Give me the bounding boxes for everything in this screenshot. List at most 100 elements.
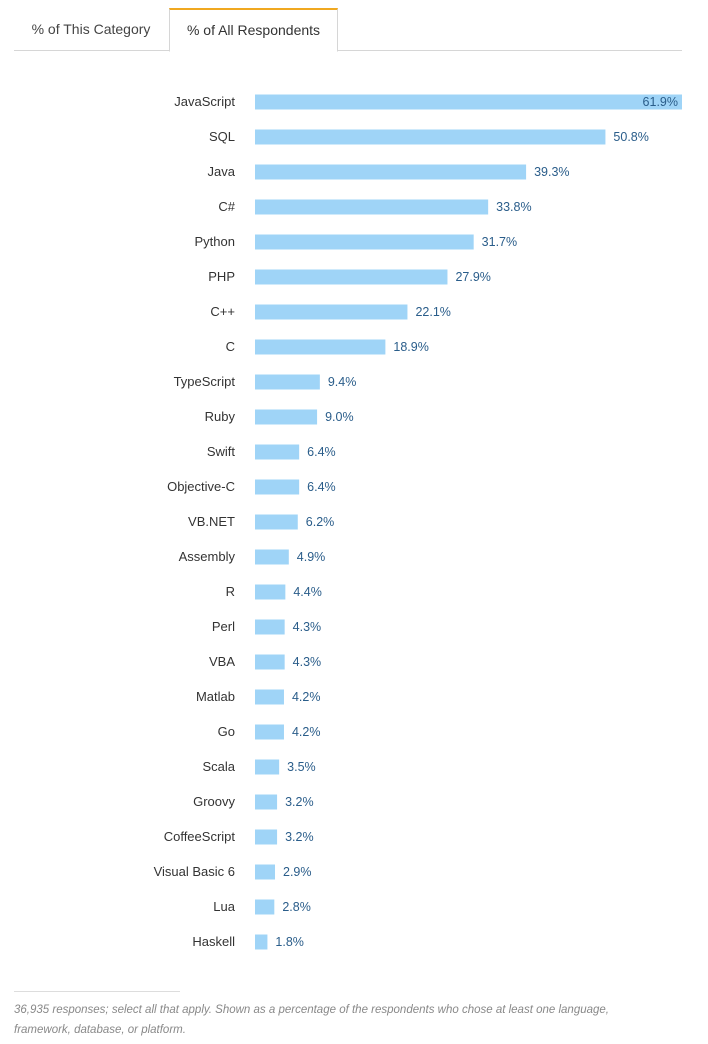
value-label: 2.9% <box>283 865 312 879</box>
category-label: Go <box>218 724 235 739</box>
category-label: Python <box>195 234 235 249</box>
bar-row: TypeScript 9.4% <box>174 374 357 390</box>
value-label: 4.2% <box>292 690 321 704</box>
value-label: 39.3% <box>534 165 569 179</box>
value-label: 4.3% <box>293 655 322 669</box>
bar-row: VB.NET 6.2% <box>188 514 334 530</box>
bar <box>255 374 320 390</box>
category-label: R <box>226 584 235 599</box>
value-label: 6.2% <box>306 515 335 529</box>
category-label: C++ <box>210 304 235 319</box>
bar-row: Java 39.3% <box>208 164 570 180</box>
bar-row: Haskell 1.8% <box>192 934 304 950</box>
category-label: C# <box>218 199 235 214</box>
bar <box>255 584 286 600</box>
bar <box>255 339 386 355</box>
category-label: TypeScript <box>174 374 236 389</box>
value-label: 33.8% <box>496 200 531 214</box>
value-label: 6.4% <box>307 445 336 459</box>
value-label: 3.2% <box>285 830 314 844</box>
bar-row: Assembly 4.9% <box>179 549 326 565</box>
value-label: 3.2% <box>285 795 314 809</box>
bar <box>255 759 280 775</box>
footnote-divider <box>14 991 180 992</box>
category-label: CoffeeScript <box>164 829 236 844</box>
bar <box>255 829 278 845</box>
value-label: 1.8% <box>275 935 304 949</box>
bar-row: Perl 4.3% <box>212 619 321 635</box>
tab-percent-of-all-respondents[interactable]: % of All Respondents <box>169 8 338 52</box>
bar-row: Visual Basic 6 2.9% <box>154 864 312 880</box>
bar-row: Scala 3.5% <box>202 759 316 775</box>
value-label: 61.9% <box>643 95 678 109</box>
value-label: 2.8% <box>282 900 311 914</box>
bar <box>255 689 284 705</box>
bar <box>255 934 268 950</box>
category-label: JavaScript <box>174 94 235 109</box>
bar-row: Python 31.7% <box>195 234 517 250</box>
bar-row: Go 4.2% <box>218 724 321 740</box>
bar <box>255 654 285 670</box>
value-label: 6.4% <box>307 480 336 494</box>
bar-chart: JavaScript 61.9% SQL 50.8% Java 39.3% C# 33.8% P… <box>154 94 682 950</box>
category-label: Swift <box>207 444 236 459</box>
footnote: 36,935 responses; select all that apply.… <box>14 1004 609 1036</box>
category-label: Haskell <box>192 934 235 949</box>
bar-row: Objective-C 6.4% <box>167 479 336 495</box>
bar <box>255 269 448 285</box>
bar <box>255 514 298 530</box>
bar <box>255 304 408 320</box>
bar <box>255 164 527 180</box>
category-label: Assembly <box>179 549 236 564</box>
bar <box>255 899 275 915</box>
bar <box>255 724 284 740</box>
bar <box>255 479 300 495</box>
category-label: Lua <box>213 899 235 914</box>
bar <box>255 549 289 565</box>
bar <box>255 794 278 810</box>
bar-row: CoffeeScript 3.2% <box>164 829 314 845</box>
bar-row: Swift 6.4% <box>207 444 336 460</box>
value-label: 9.4% <box>328 375 357 389</box>
category-label: Matlab <box>196 689 235 704</box>
bar-row: R 4.4% <box>226 584 322 600</box>
tab-percent-of-category[interactable]: % of This Category <box>31 21 151 37</box>
category-label: VB.NET <box>188 514 235 529</box>
value-label: 3.5% <box>287 760 316 774</box>
bar-row: C# 33.8% <box>218 199 532 215</box>
bar <box>255 199 489 215</box>
bar-row: VBA 4.3% <box>209 654 321 670</box>
category-label: SQL <box>209 129 235 144</box>
category-label: Perl <box>212 619 235 634</box>
value-label: 4.4% <box>293 585 322 599</box>
category-label: PHP <box>208 269 235 284</box>
category-label: Ruby <box>205 409 236 424</box>
category-label: Scala <box>202 759 235 774</box>
bar <box>255 619 285 635</box>
category-label: C <box>226 339 235 354</box>
bar <box>255 234 474 250</box>
value-label: 4.9% <box>297 550 326 564</box>
value-label: 4.2% <box>292 725 321 739</box>
bar <box>255 129 606 145</box>
category-label: Groovy <box>193 794 235 809</box>
bar-row: Matlab 4.2% <box>196 689 321 705</box>
value-label: 4.3% <box>293 620 322 634</box>
value-label: 27.9% <box>455 270 490 284</box>
bar-row: Lua 2.8% <box>213 899 311 915</box>
value-label: 31.7% <box>482 235 517 249</box>
value-label: 9.0% <box>325 410 354 424</box>
bar <box>255 409 318 425</box>
value-label: 50.8% <box>613 130 648 144</box>
bar-row: Ruby 9.0% <box>205 409 354 425</box>
tab-bar: % of This Category % of All Respondents <box>14 8 682 52</box>
value-label: 22.1% <box>415 305 450 319</box>
bar-row: C 18.9% <box>226 339 429 355</box>
bar-row: PHP 27.9% <box>208 269 491 285</box>
bar-row: Groovy 3.2% <box>193 794 314 810</box>
bar-row: JavaScript 61.9% <box>174 94 682 110</box>
bar-row: SQL 50.8% <box>209 129 649 145</box>
category-label: Visual Basic 6 <box>154 864 235 879</box>
category-label: VBA <box>209 654 235 669</box>
bar-row: C++ 22.1% <box>210 304 451 320</box>
